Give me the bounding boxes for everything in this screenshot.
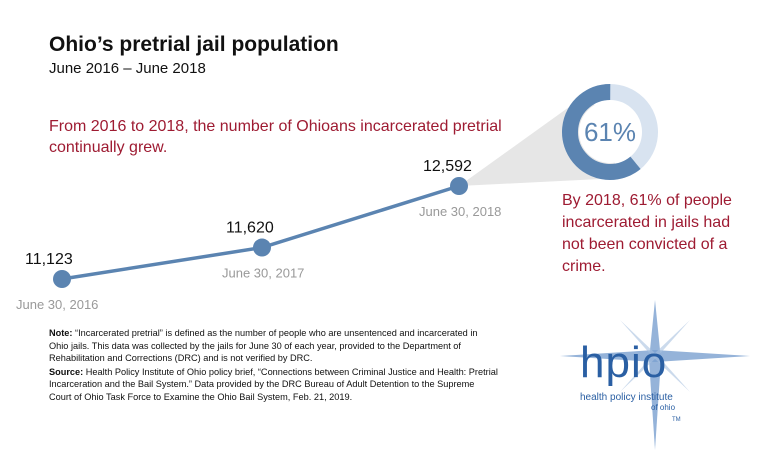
source-text: Health Policy Institute of Ohio policy b… — [49, 366, 498, 402]
chart-subtitle: June 2016 – June 2018 — [49, 60, 206, 77]
note-text: “Incarcerated pretrial” is defined as th… — [49, 328, 478, 363]
value-label-2: 11,620 — [226, 220, 274, 237]
logo-tagline-2: of ohio — [651, 403, 676, 412]
logo-tagline: health policy institute — [580, 392, 673, 403]
callout-text: By 2018, 61% of people incarcerated in j… — [562, 192, 732, 275]
value-label-3: 12,592 — [423, 158, 472, 175]
source-label: Source: — [49, 366, 84, 377]
data-point-2 — [253, 238, 271, 257]
footnote: Note: “Incarcerated pretrial” is defined… — [49, 327, 499, 404]
logo-wordmark: hpio — [580, 338, 668, 387]
x-label-1: June 30, 2016 — [16, 297, 98, 312]
data-point-3 — [450, 177, 468, 195]
value-label-1: 11,123 — [25, 251, 73, 268]
donut-hole — [579, 101, 641, 163]
note-label: Note: — [49, 328, 73, 338]
x-label-2: June 30, 2017 — [222, 266, 304, 281]
chart-title: Ohio’s pretrial jail population — [49, 33, 339, 56]
donut-slice-61 — [562, 84, 658, 180]
line-chart: 11,123 June 30, 2016 11,620 June 30, 2017 12… — [16, 158, 501, 312]
logo-trademark: TM — [672, 417, 681, 423]
donut-chart: 61% — [562, 84, 658, 180]
compass-star-icon — [560, 300, 750, 450]
donut-center-label: 61% — [584, 117, 636, 147]
lead-text: From 2016 to 2018, the number of Ohioans… — [49, 118, 502, 156]
x-label-3: June 30, 2018 — [419, 204, 501, 219]
data-point-1 — [53, 270, 71, 288]
